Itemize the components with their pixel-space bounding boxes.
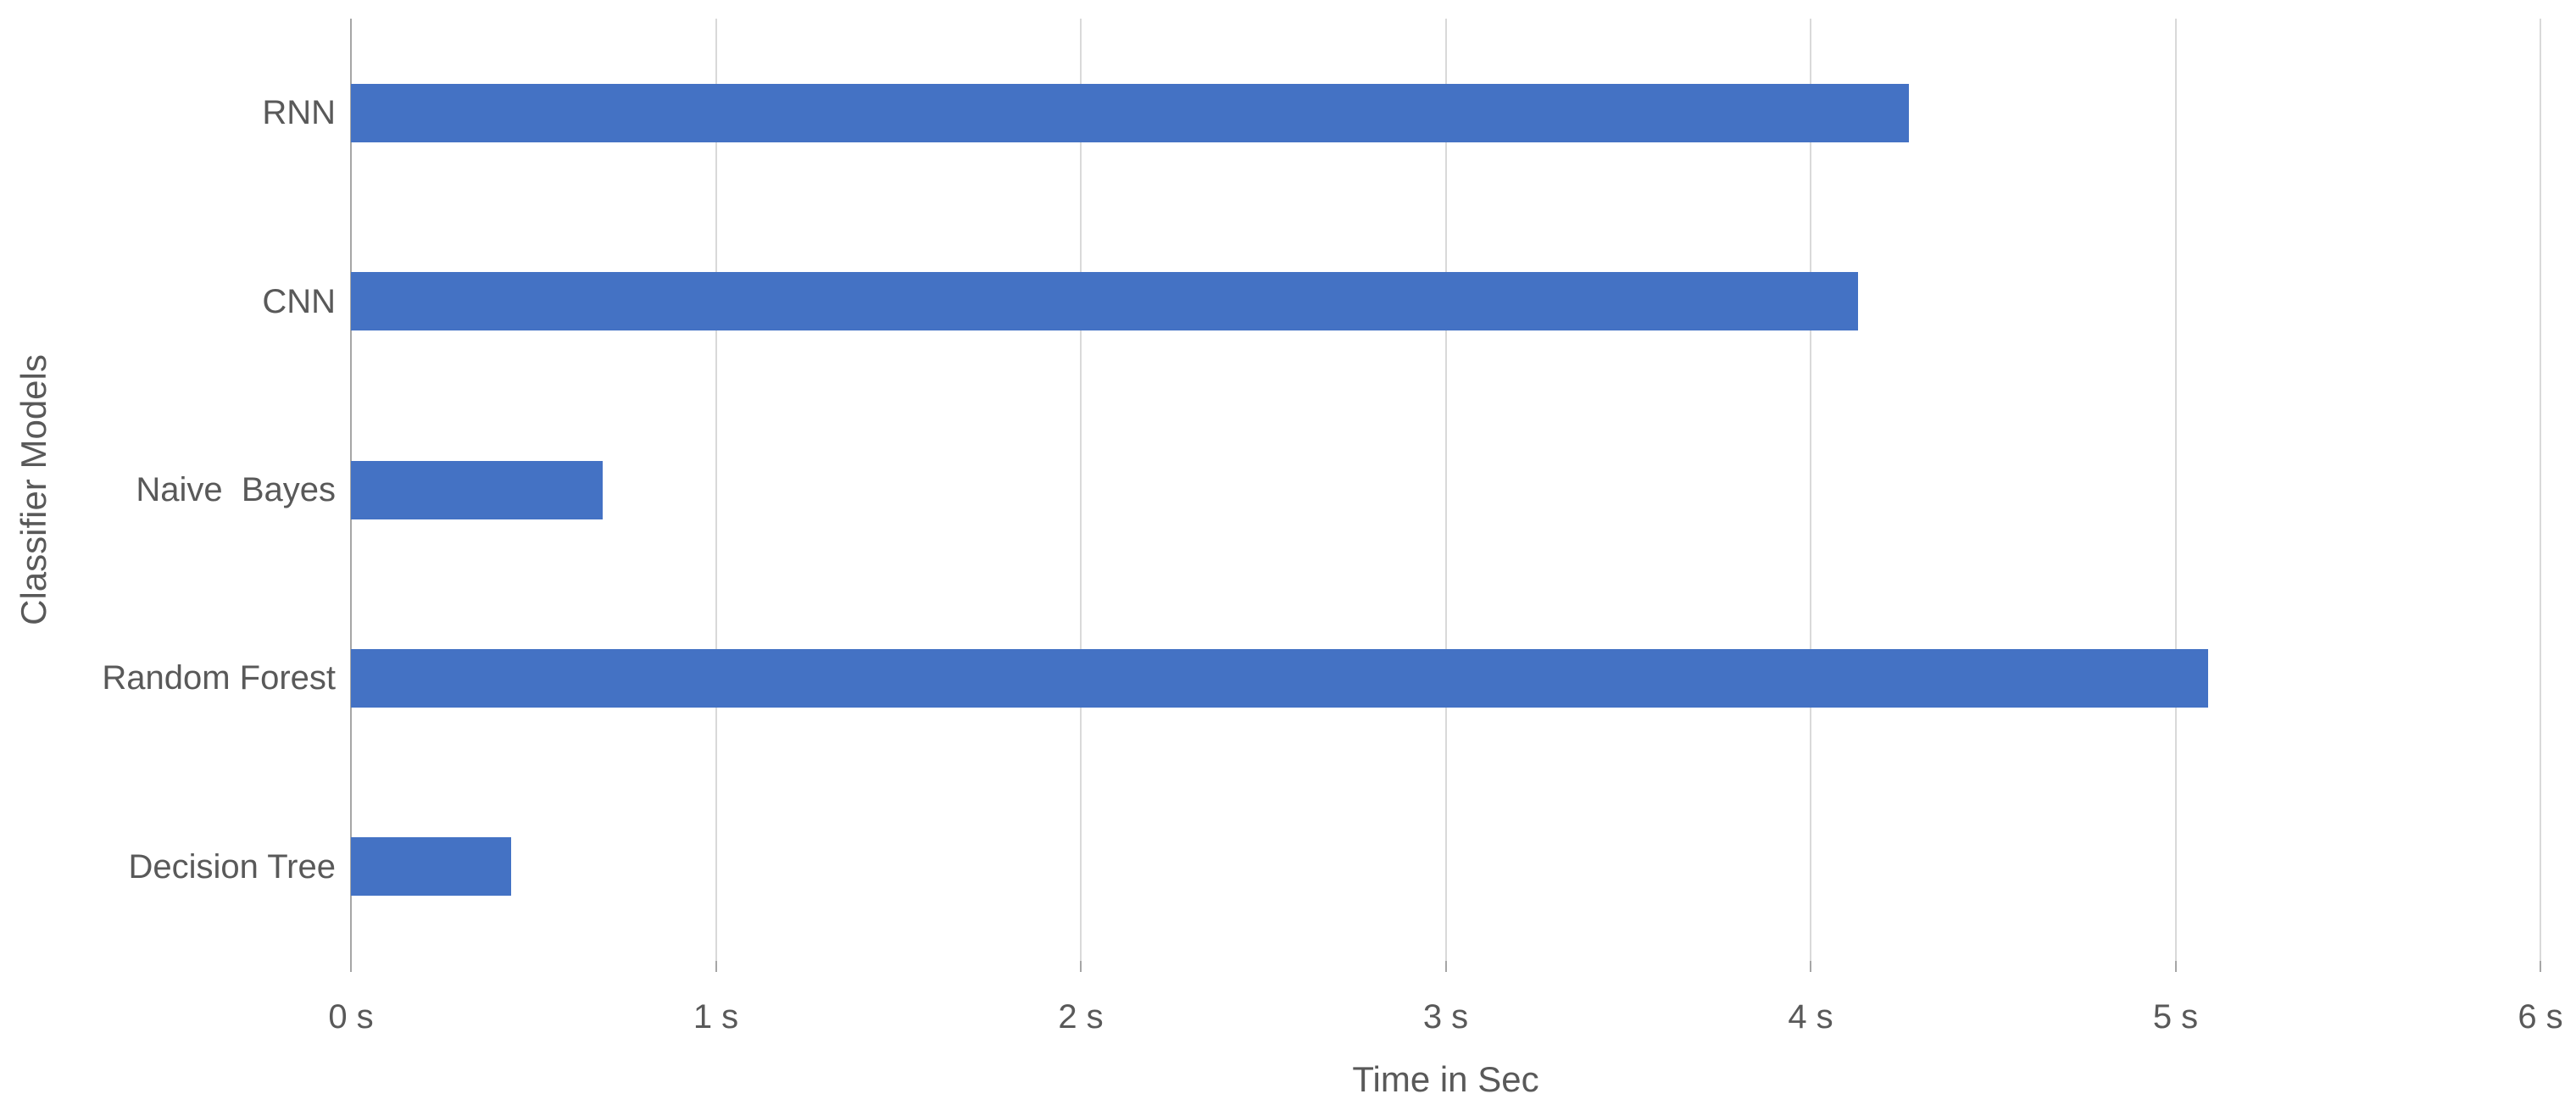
axis-tick-mark [1080, 961, 1082, 972]
category-label: RNN [262, 94, 336, 132]
x-tick-label: 0 s [328, 998, 374, 1036]
category-label: CNN [262, 282, 336, 320]
x-tick-label: 1 s [693, 998, 739, 1036]
x-tick-label: 6 s [2518, 998, 2563, 1036]
category-label: Random Forest [102, 659, 336, 697]
axis-tick-mark [350, 961, 352, 972]
gridline [2174, 19, 2177, 961]
gridline [1080, 19, 1082, 961]
x-axis-title: Time in Sec [1352, 1059, 1539, 1099]
gridline [715, 19, 717, 961]
x-tick-label: 2 s [1058, 998, 1104, 1036]
axis-tick-mark [1810, 961, 1811, 972]
x-tick-label: 4 s [1788, 998, 1833, 1036]
category-label: Naive Bayes [136, 471, 336, 508]
plot-area [350, 19, 2541, 972]
category-label: Decision Tree [128, 847, 336, 886]
bar-cnn [351, 272, 1858, 331]
gridline [1810, 19, 1811, 961]
bar-random-forest [351, 648, 2208, 708]
gridline [1444, 19, 1447, 961]
axis-tick-mark [2174, 961, 2177, 972]
bar-rnn [351, 83, 1909, 142]
gridline [2540, 19, 2541, 961]
x-tick-label: 5 s [2152, 998, 2199, 1036]
bar-decision-tree [351, 837, 511, 897]
axis-tick-mark [1444, 961, 1447, 972]
x-tick-label: 3 s [1422, 998, 1469, 1036]
axis-tick-mark [715, 961, 717, 972]
bar-naive-bayes [351, 460, 603, 519]
axis-tick-mark [2540, 961, 2541, 972]
